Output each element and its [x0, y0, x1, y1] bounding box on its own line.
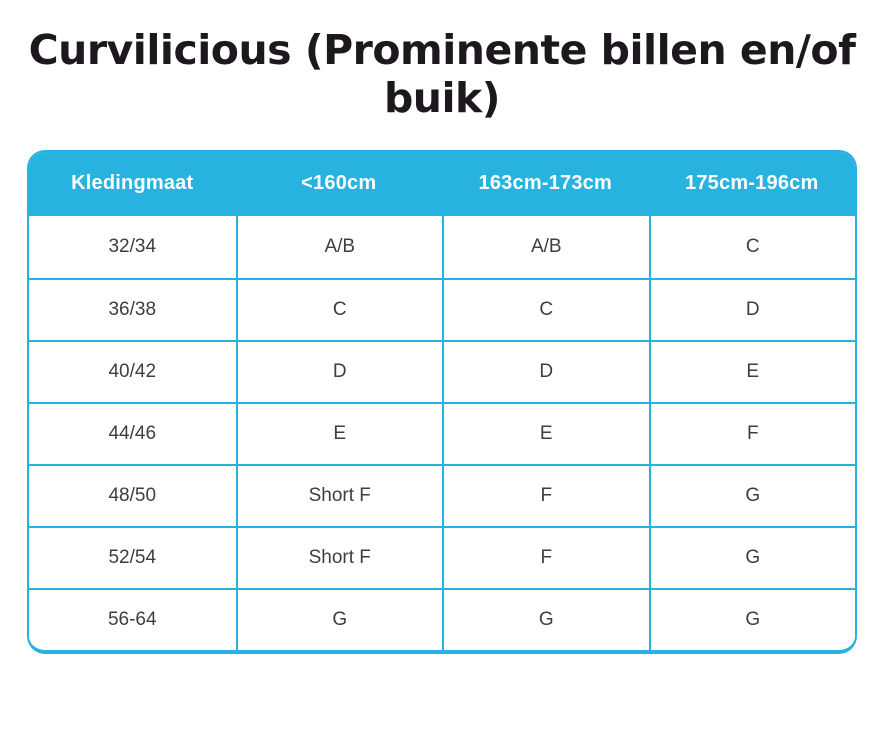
table-row: 44/46 E E F	[29, 401, 855, 464]
table-row: 52/54 Short F F G	[29, 525, 855, 588]
cup-size-cell: C	[442, 279, 649, 340]
cup-size-cell: E	[235, 403, 442, 464]
cup-size-cell: A/B	[442, 215, 649, 278]
table-row: 32/34 A/B A/B C	[29, 215, 855, 278]
cup-size-cell: E	[442, 403, 649, 464]
cup-size-cell: D	[648, 279, 855, 340]
cup-size-cell: Short F	[235, 527, 442, 588]
size-row-label: 36/38	[29, 279, 236, 340]
table-header-row: Kledingmaat <160cm 163cm-173cm 175cm-196…	[29, 151, 855, 216]
page-title-line-1: Curvilicious (Prominente billen en/of	[28, 26, 856, 74]
cup-size-cell: D	[235, 341, 442, 402]
cup-size-cell: Short F	[235, 465, 442, 526]
size-row-label: 40/42	[29, 341, 236, 402]
size-row-label: 44/46	[29, 403, 236, 464]
cup-size-cell: F	[442, 527, 649, 588]
table-row: 40/42 D D E	[29, 339, 855, 402]
column-header-under-160cm: <160cm	[301, 172, 377, 195]
cup-size-cell: A/B	[235, 215, 442, 278]
cup-size-cell: D	[442, 341, 649, 402]
cup-size-cell: G	[442, 589, 649, 650]
table-row: 36/38 C C D	[29, 277, 855, 340]
table-row: 56-64 G G G	[29, 587, 855, 650]
column-header-163-173cm: 163cm-173cm	[478, 172, 612, 195]
size-row-label: 32/34	[29, 215, 236, 278]
size-chart-table: Kledingmaat <160cm 163cm-173cm 175cm-196…	[27, 149, 857, 654]
table-row: 48/50 Short F F G	[29, 463, 855, 526]
size-row-label: 56-64	[29, 589, 236, 650]
cup-size-cell: G	[235, 589, 442, 650]
size-row-label: 52/54	[29, 527, 236, 588]
page-title: Curvilicious (Prominente billen en/of bu…	[10, 26, 874, 123]
cup-size-cell: E	[648, 341, 855, 402]
column-header-kledingmaat: Kledingmaat	[71, 172, 194, 195]
column-header-175-196cm: 175cm-196cm	[685, 172, 819, 195]
cup-size-cell: C	[648, 215, 855, 278]
page-title-line-2: buik)	[383, 74, 501, 123]
cup-size-cell: F	[442, 465, 649, 526]
cup-size-cell: G	[648, 465, 855, 526]
size-row-label: 48/50	[29, 465, 236, 526]
cup-size-cell: G	[648, 527, 855, 588]
cup-size-cell: G	[648, 589, 855, 650]
cup-size-cell: F	[648, 403, 855, 464]
cup-size-cell: C	[235, 279, 442, 340]
